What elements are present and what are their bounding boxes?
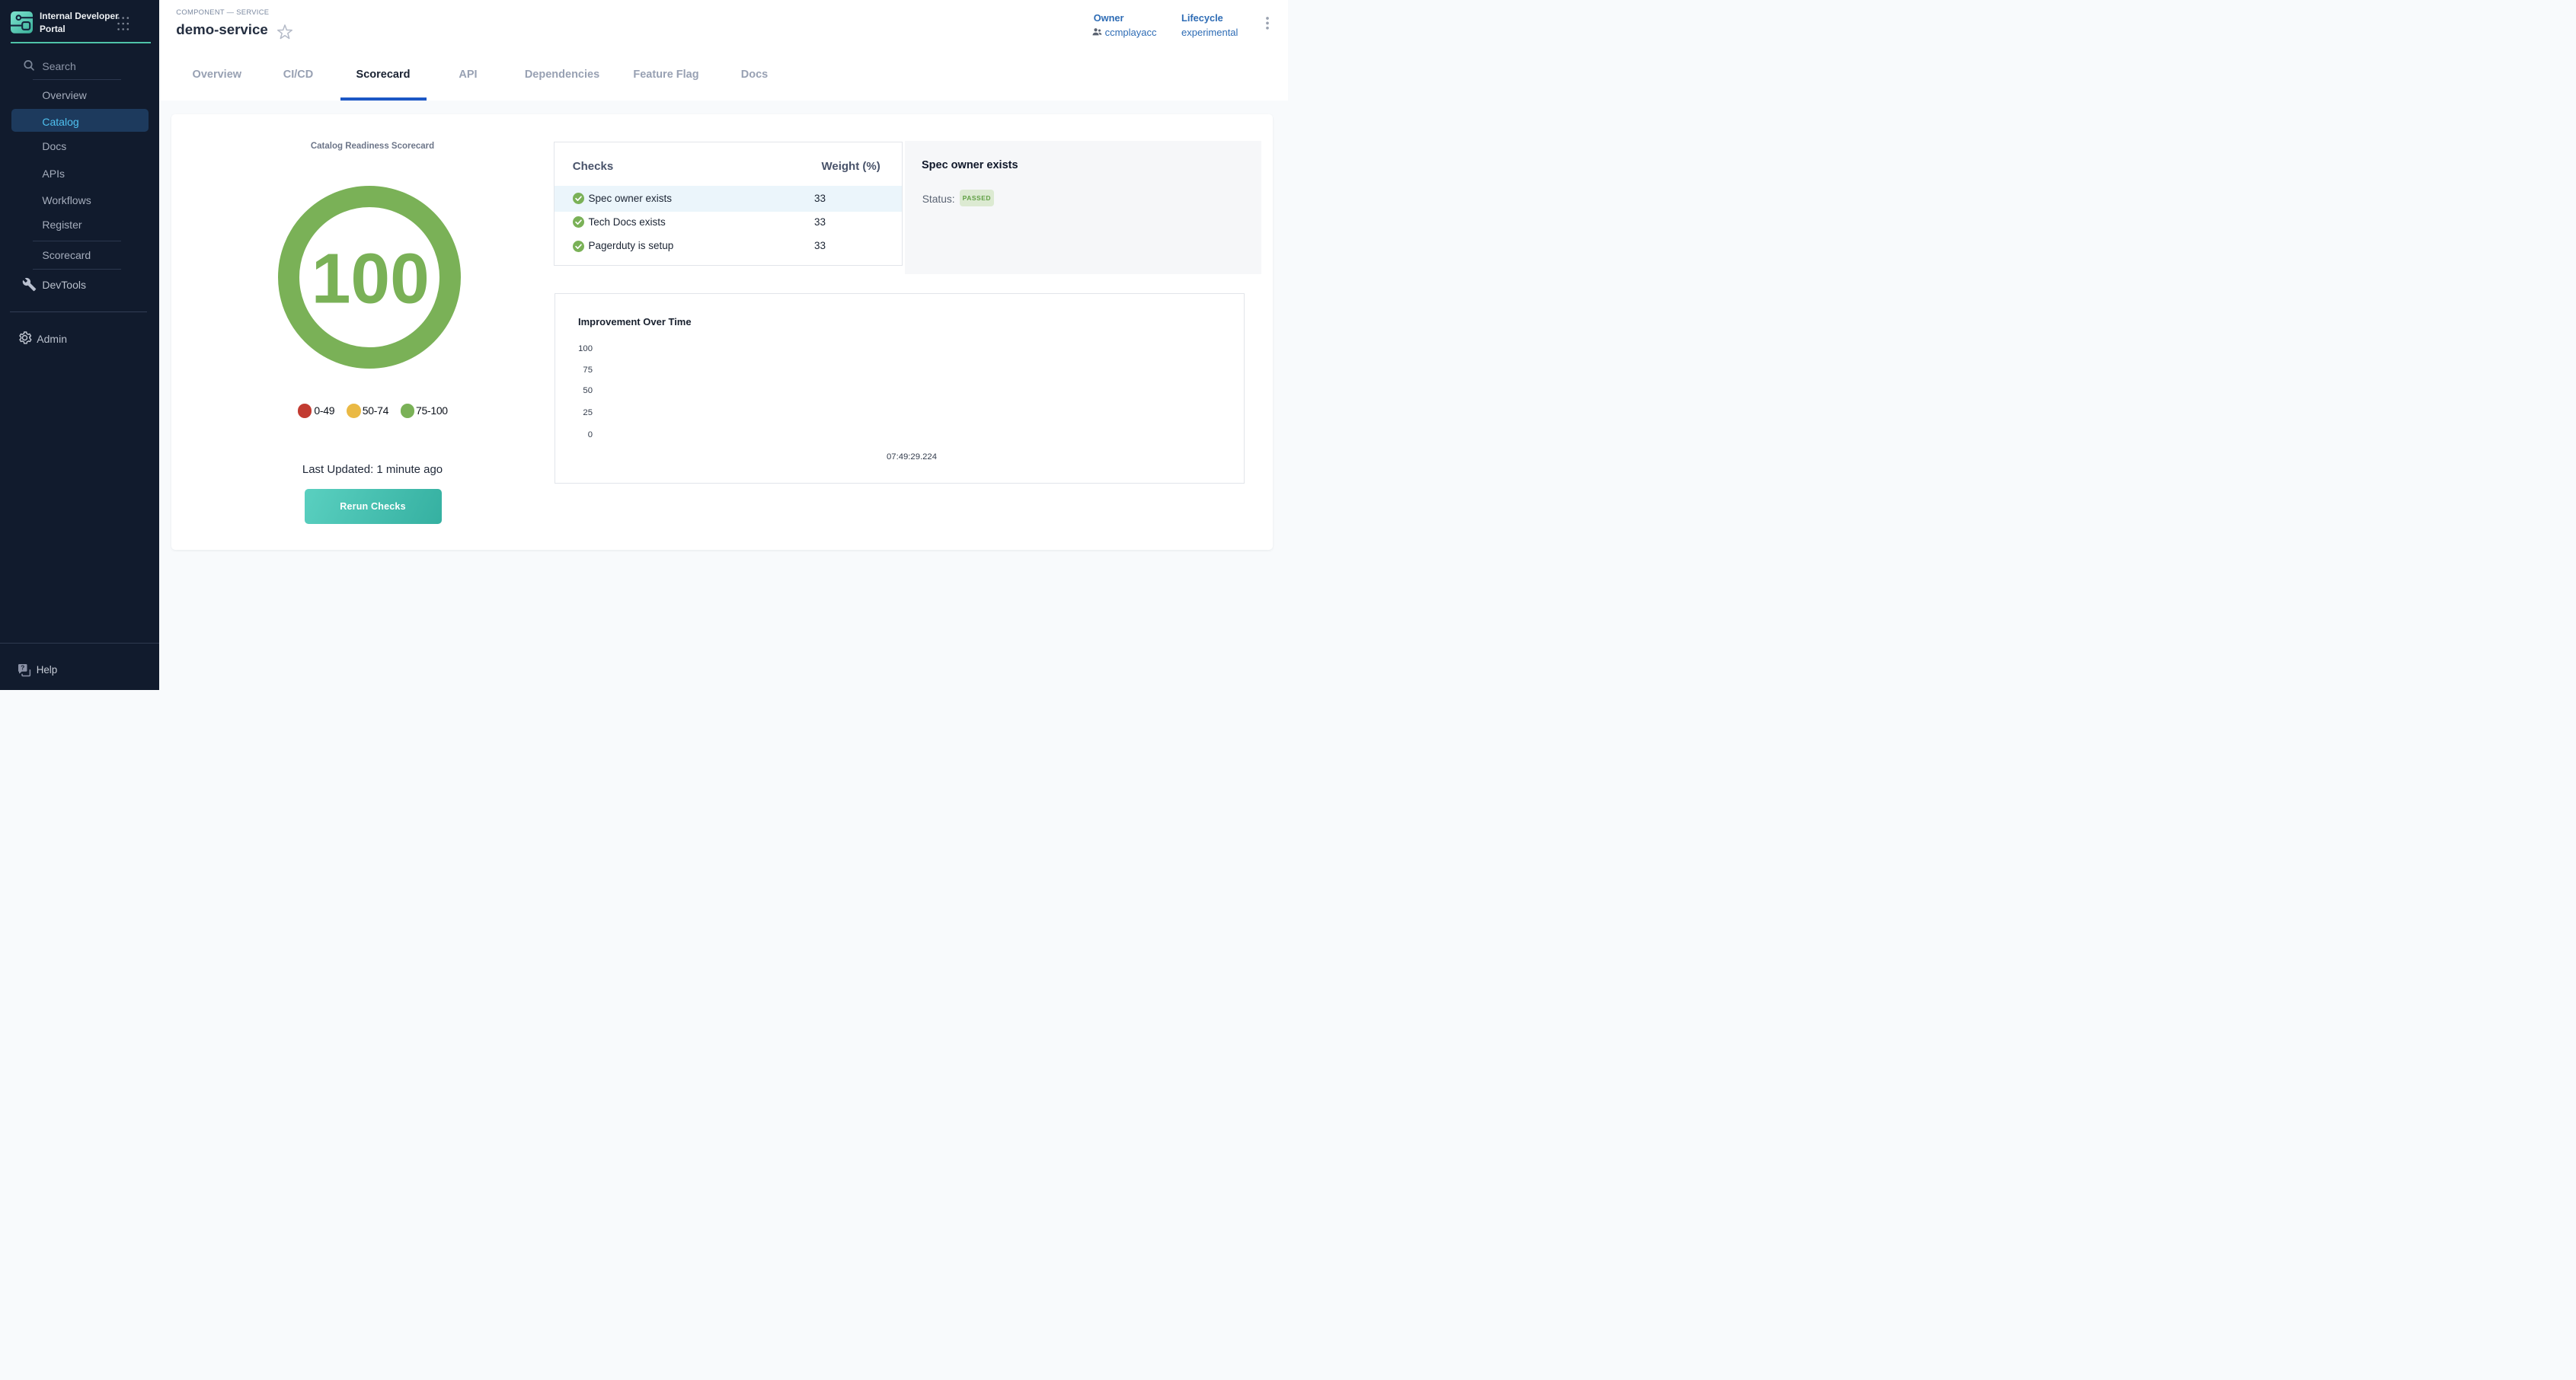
svg-text:?: ? xyxy=(21,664,24,672)
